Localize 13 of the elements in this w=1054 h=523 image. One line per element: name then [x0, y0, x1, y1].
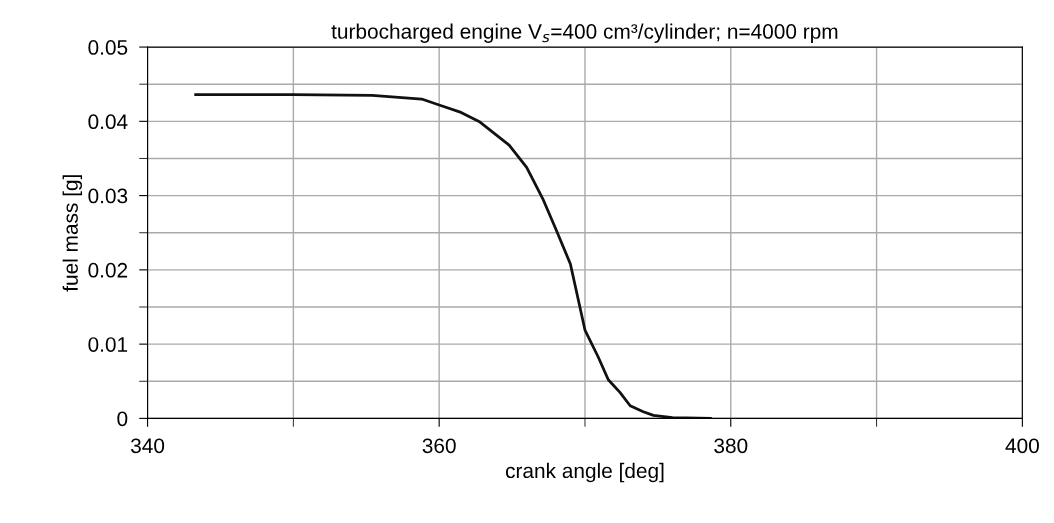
- x-tick-label: 400: [1005, 438, 1039, 454]
- y-axis-title: fuel mass [g]: [62, 175, 83, 292]
- y-tick-label: 0.03: [88, 188, 128, 204]
- y-tick-label: 0: [117, 411, 128, 427]
- y-tick-label: 0.02: [88, 262, 128, 278]
- x-tick-label: 360: [422, 438, 456, 454]
- x-axis-title: crank angle [deg]: [505, 462, 664, 483]
- chart-title: turbocharged engine V$_{s}$=400 cm³/cylinder; n=4000 rpm: [331, 23, 838, 43]
- y-tick-label: 0.04: [88, 114, 128, 130]
- x-tick-label: 380: [714, 438, 748, 454]
- x-tick-label: 340: [130, 438, 165, 454]
- y-tick-label: 0.05: [88, 40, 128, 55]
- y-tick-label: 0.01: [88, 337, 128, 352]
